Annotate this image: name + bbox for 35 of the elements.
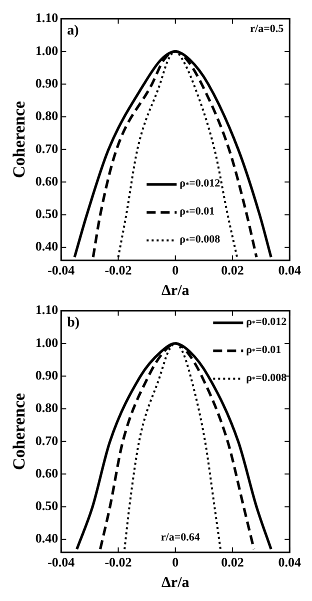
line-series	[73, 50, 272, 258]
annotation: r/a=0.5	[250, 23, 284, 36]
y-tick-label: 0.50	[35, 206, 58, 222]
y-tick-label: 0.40	[35, 238, 58, 254]
x-tick-label: -0.02	[104, 262, 132, 278]
y-tick-label: 0.90	[35, 75, 58, 90]
annotation: a)	[67, 23, 80, 38]
y-tick-label: 1.00	[35, 334, 58, 350]
x-tick-label: 0.02	[221, 554, 244, 570]
x-tick-label: -0.04	[48, 554, 76, 570]
y-tick-label: 0.90	[35, 367, 58, 382]
x-tick-label: -0.04	[48, 262, 76, 278]
x-axis-title: Δr/a	[162, 282, 190, 299]
y-tick-label: 0.50	[35, 498, 58, 514]
y-tick-label: 1.10	[35, 302, 58, 318]
y-tick-label: 1.00	[35, 42, 58, 58]
y-tick-label: 0.60	[35, 465, 58, 480]
y-axis-title: Coherence	[10, 392, 29, 470]
x-tick-label: 0	[172, 262, 179, 278]
annotation: r/a=0.64	[160, 532, 200, 544]
y-tick-label: 0.70	[35, 432, 58, 448]
y-tick-label: 0.40	[35, 530, 58, 546]
y-tick-label: 0.80	[35, 108, 58, 124]
y-axis-title: Coherence	[10, 100, 29, 178]
annotation: b)	[67, 315, 80, 330]
y-tick-label: 0.80	[35, 400, 58, 416]
y-tick-label: 1.10	[35, 10, 58, 26]
x-tick-label: 0.02	[221, 262, 244, 278]
x-tick-label: 0.04	[278, 554, 302, 570]
x-axis-title: Δr/a	[162, 574, 190, 591]
y-tick-label: 0.60	[35, 173, 58, 188]
x-tick-label: 0	[172, 554, 179, 570]
x-tick-label: -0.02	[104, 554, 132, 570]
x-tick-label: 0.04	[278, 262, 302, 278]
y-tick-label: 0.70	[35, 140, 58, 156]
